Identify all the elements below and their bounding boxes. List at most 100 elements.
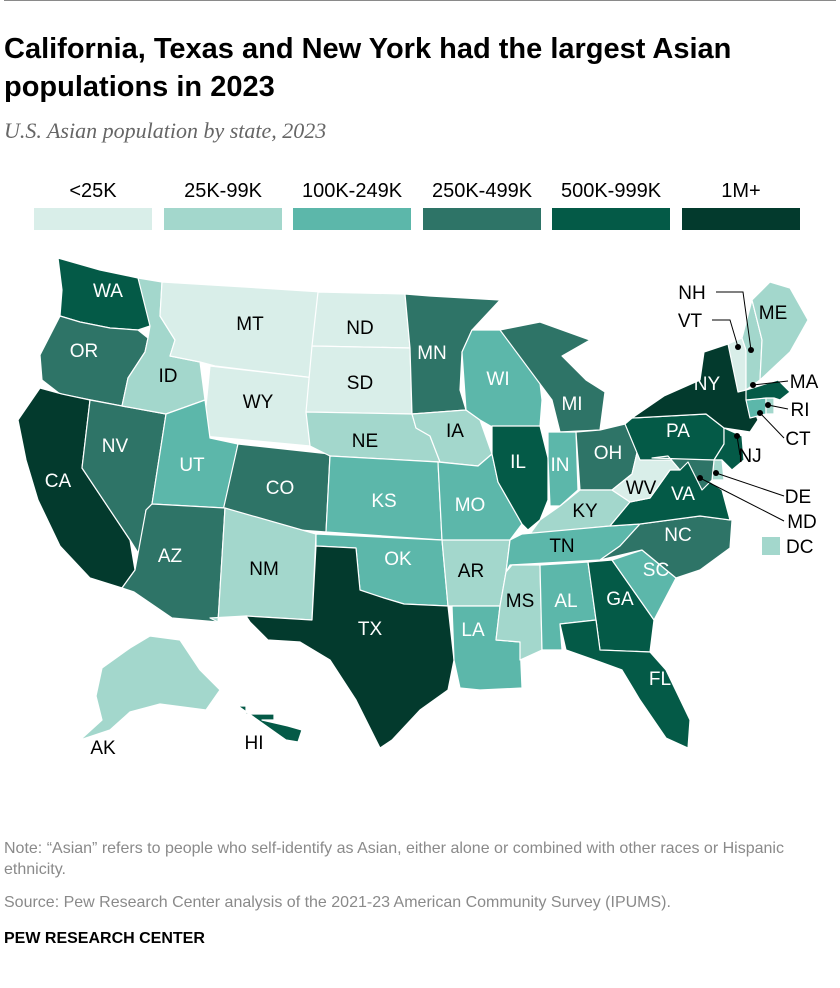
state-label-nm: NM	[249, 559, 279, 580]
state-label-nc: NC	[664, 525, 691, 546]
state-label-ar: AR	[458, 561, 484, 582]
leader-line-vt	[712, 319, 739, 348]
state-label-ms: MS	[506, 591, 535, 612]
state-label-nd: ND	[346, 318, 373, 339]
leader-dot-md	[697, 475, 703, 481]
state-label-dc: DC	[786, 537, 813, 558]
top-rule	[4, 0, 836, 1]
state-label-la: LA	[461, 620, 485, 641]
leader-dot-vt	[735, 344, 741, 350]
leader-dot-nh	[748, 347, 754, 353]
legend-swatch	[34, 208, 152, 230]
state-label-va: VA	[671, 484, 695, 505]
leader-dot-ct	[757, 410, 763, 416]
state-label-mn: MN	[417, 343, 447, 364]
state-label-sd: SD	[347, 373, 373, 394]
state-label-sc: SC	[643, 560, 669, 581]
leader-dot-nj	[734, 433, 740, 439]
state-label-ut: UT	[179, 455, 205, 476]
leader-line-ct	[759, 412, 785, 439]
state-hi	[237, 705, 303, 743]
legend-swatch	[293, 208, 411, 230]
state-label-de: DE	[785, 487, 811, 508]
state-label-md: MD	[787, 512, 817, 533]
state-mt	[159, 281, 323, 379]
state-label-in: IN	[551, 455, 570, 476]
leader-line-nh	[716, 291, 752, 351]
state-label-me: ME	[759, 303, 788, 324]
state-label-ny: NY	[694, 374, 721, 395]
state-label-ct: CT	[785, 429, 811, 450]
leader-line-md	[699, 477, 785, 522]
state-label-ne: NE	[352, 431, 378, 452]
leader-line-ri	[767, 404, 789, 410]
leader-line-de	[715, 472, 785, 497]
state-label-mi: MI	[561, 394, 582, 415]
legend-label: 250K-499K	[431, 180, 533, 202]
state-md	[651, 455, 715, 491]
us-state-map: WA OR CA NV ID MT WY UT CO AZ NM ND SD NE KS OK TX MN IA MO…	[17, 257, 819, 759]
state-label-ma: MA	[790, 372, 819, 393]
state-dc-swatch	[762, 537, 780, 555]
leader-dot-ma	[750, 382, 756, 388]
legend-label: 100K-249K	[301, 180, 403, 202]
state-nc	[599, 515, 733, 579]
state-label-ak: AK	[90, 738, 116, 759]
state-label-wv: WV	[626, 478, 657, 499]
state-label-ca: CA	[45, 471, 72, 492]
state-label-wa: WA	[93, 281, 123, 302]
state-label-oh: OH	[594, 443, 623, 464]
state-label-fl: FL	[649, 669, 671, 690]
state-label-ks: KS	[371, 491, 396, 512]
legend-item-100k-249k: 100K-249K	[293, 178, 411, 232]
state-label-mo: MO	[455, 495, 486, 516]
legend-label: 25K-99K	[184, 180, 262, 202]
state-label-vt: VT	[678, 311, 703, 332]
legend-swatch	[552, 208, 670, 230]
chart-source: Source: Pew Research Center analysis of …	[4, 894, 671, 911]
state-label-hi: HI	[245, 733, 264, 754]
legend-item-1m-plus: 1M+	[682, 178, 800, 232]
state-fl	[559, 619, 691, 749]
state-mi	[499, 321, 606, 433]
state-me	[751, 281, 809, 381]
publisher-credit: PEW RESEARCH CENTER	[4, 930, 205, 947]
state-label-tn: TN	[549, 536, 574, 557]
legend-label: 500K-999K	[560, 180, 662, 202]
legend-swatch	[423, 208, 541, 230]
chart-note: Note: “Asian” refers to people who self-…	[4, 840, 784, 878]
state-mn	[404, 293, 501, 415]
legend-item-lt25k: <25K	[34, 178, 152, 232]
state-label-ia: IA	[446, 421, 464, 442]
state-label-ga: GA	[606, 589, 634, 610]
state-label-pa: PA	[666, 421, 690, 442]
state-label-az: AZ	[158, 546, 183, 567]
state-label-ky: KY	[572, 501, 598, 522]
leader-dot-ri	[765, 402, 771, 408]
state-label-id: ID	[159, 366, 178, 387]
state-label-mt: MT	[236, 314, 264, 335]
legend-label: <25K	[69, 180, 117, 202]
legend-item-500k-999k: 500K-999K	[552, 178, 670, 232]
state-label-il: IL	[510, 452, 526, 473]
state-label-wy: WY	[243, 392, 274, 413]
legend-item-250k-499k: 250K-499K	[423, 178, 541, 232]
leader-dot-de	[713, 470, 719, 476]
legend-swatch	[164, 208, 282, 230]
state-label-nj: NJ	[738, 446, 761, 467]
state-label-tx: TX	[358, 619, 383, 640]
chart-subtitle: U.S. Asian population by state, 2023	[4, 118, 327, 143]
state-ak	[79, 635, 221, 741]
legend-item-25k-99k: 25K-99K	[164, 178, 282, 232]
leader-line-nj	[736, 435, 741, 456]
state-il	[491, 425, 549, 531]
state-label-nv: NV	[102, 436, 129, 457]
color-legend: <25K 25K-99K 100K-249K 250K-499K 500K-99…	[34, 178, 800, 232]
state-label-nh: NH	[678, 283, 705, 304]
state-label-al: AL	[554, 591, 577, 612]
legend-label: 1M+	[721, 180, 761, 202]
legend-swatch	[682, 208, 800, 230]
state-label-or: OR	[70, 341, 99, 362]
leader-line-ma	[752, 380, 789, 386]
chart-title: California, Texas and New York had the l…	[4, 33, 732, 103]
